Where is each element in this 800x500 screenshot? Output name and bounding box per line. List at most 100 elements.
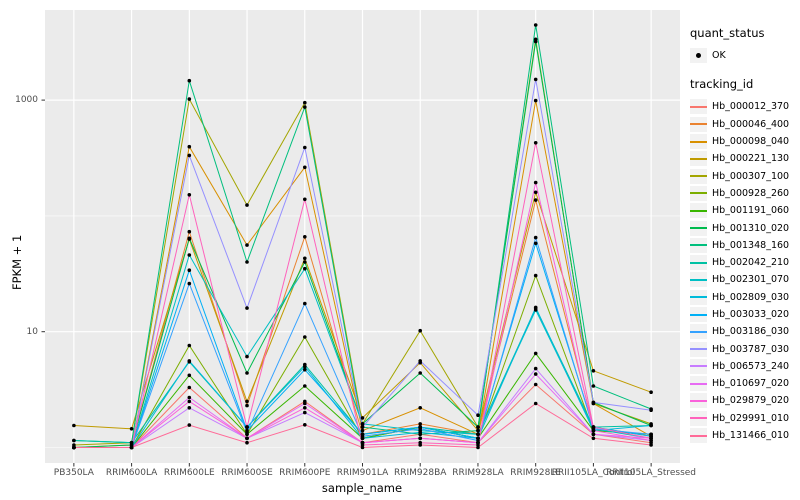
data-point xyxy=(187,236,192,241)
data-point xyxy=(187,385,192,390)
data-point xyxy=(533,77,538,82)
line-swatch xyxy=(690,307,707,322)
legend-item-Hb_000012_370: Hb_000012_370 xyxy=(690,98,798,115)
x-tick-label-RRIM901LA: RRIM901LA xyxy=(336,468,389,478)
data-point xyxy=(187,373,192,378)
legend-item-Hb_000307_100: Hb_000307_100 xyxy=(690,167,798,184)
x-tick-label-RRII105LA_Control: RRII105LA_Control xyxy=(551,468,636,478)
data-point xyxy=(591,369,596,373)
legend-item-label: Hb_029879_020 xyxy=(712,395,790,407)
legend-item-Hb_001310_020: Hb_001310_020 xyxy=(690,219,798,236)
legend-item-Hb_001348_160: Hb_001348_160 xyxy=(690,237,798,254)
line-swatch xyxy=(690,116,707,132)
legend-item-label: Hb_002809_030 xyxy=(712,291,790,303)
data-point xyxy=(303,401,307,406)
data-point xyxy=(303,260,307,264)
data-point xyxy=(303,335,307,339)
legend-item-Hb_000098_040: Hb_000098_040 xyxy=(690,133,798,150)
data-point xyxy=(187,268,192,273)
line-swatch xyxy=(690,272,707,288)
legend-item-label: Hb_000098_040 xyxy=(712,136,790,148)
data-point xyxy=(533,39,538,44)
data-point xyxy=(245,403,249,408)
data-point xyxy=(533,305,538,310)
line-swatch xyxy=(690,168,707,184)
data-point xyxy=(303,145,307,150)
data-point xyxy=(245,425,249,429)
data-point xyxy=(187,229,192,234)
legend-item-Hb_029879_020: Hb_029879_020 xyxy=(690,392,798,409)
data-point xyxy=(418,427,423,431)
x-tick-label-PB350LA: PB350LA xyxy=(53,468,94,478)
data-point xyxy=(418,371,423,375)
data-point xyxy=(245,243,249,247)
line-swatch xyxy=(690,237,707,253)
data-point xyxy=(245,371,249,375)
data-point xyxy=(360,416,365,420)
data-point xyxy=(418,436,423,441)
data-point xyxy=(533,241,538,246)
data-point xyxy=(476,443,480,447)
line-swatch xyxy=(690,324,707,340)
data-point xyxy=(533,273,538,278)
legend-item-Hb_010697_020: Hb_010697_020 xyxy=(690,375,798,392)
x-axis-title: sample_name xyxy=(321,481,403,495)
data-point xyxy=(303,364,307,369)
data-point xyxy=(245,260,249,264)
line-swatch xyxy=(690,428,707,444)
line-swatch xyxy=(690,203,707,219)
data-point xyxy=(303,406,307,410)
legend-item-Hb_003186_030: Hb_003186_030 xyxy=(690,323,798,340)
legend-item-label: Hb_010697_020 xyxy=(712,378,790,390)
data-point xyxy=(418,443,423,447)
legend-item-Hb_000928_260: Hb_000928_260 xyxy=(690,185,798,202)
data-point xyxy=(303,410,307,415)
legend-item-label: Hb_001310_020 xyxy=(712,222,790,234)
data-point xyxy=(245,203,249,207)
x-tick-label-RRIM600PE: RRIM600PE xyxy=(279,468,331,478)
line-swatch xyxy=(690,341,707,357)
x-tick-label-RRIM600LE: RRIM600LE xyxy=(163,468,215,478)
legend-item-Hb_003787_030: Hb_003787_030 xyxy=(690,340,798,357)
data-point xyxy=(418,328,423,333)
data-point xyxy=(533,366,538,371)
data-point xyxy=(591,432,596,437)
data-point xyxy=(533,141,538,145)
x-tick-label-RRIM928BA: RRIM928BA xyxy=(394,468,447,478)
legend-item-Hb_000046_400: Hb_000046_400 xyxy=(690,116,798,133)
line-swatch xyxy=(690,134,707,150)
data-point xyxy=(591,425,596,429)
data-point xyxy=(418,406,423,410)
data-point xyxy=(129,445,134,450)
data-point xyxy=(533,98,538,103)
data-point xyxy=(303,384,307,388)
legend-item-Hb_001191_060: Hb_001191_060 xyxy=(690,202,798,219)
data-point xyxy=(303,301,307,306)
legend-item-label: Hb_001348_160 xyxy=(712,239,790,251)
data-point xyxy=(591,436,596,441)
line-swatch xyxy=(690,358,707,374)
data-point xyxy=(187,399,192,404)
data-point xyxy=(649,390,653,395)
data-points xyxy=(72,23,653,450)
data-point xyxy=(591,384,596,388)
line-swatch xyxy=(690,151,707,167)
data-point xyxy=(303,367,307,372)
data-point xyxy=(418,359,423,363)
y-tick-label: 1000 xyxy=(15,95,38,106)
legend-item-Hb_002809_030: Hb_002809_030 xyxy=(690,289,798,306)
legend-item-label: Hb_029991_010 xyxy=(712,412,790,424)
data-point xyxy=(533,198,538,202)
data-point xyxy=(245,306,249,310)
data-point xyxy=(476,413,480,418)
data-point xyxy=(649,408,653,413)
legend-item-label: Hb_002042_210 xyxy=(712,257,790,269)
data-point xyxy=(303,165,307,170)
data-point xyxy=(72,445,76,450)
data-point xyxy=(72,443,76,447)
data-point xyxy=(360,428,365,433)
data-point xyxy=(533,190,538,195)
data-point xyxy=(245,354,249,359)
data-point xyxy=(649,436,653,441)
legend-item-label: Hb_000928_260 xyxy=(712,187,790,199)
